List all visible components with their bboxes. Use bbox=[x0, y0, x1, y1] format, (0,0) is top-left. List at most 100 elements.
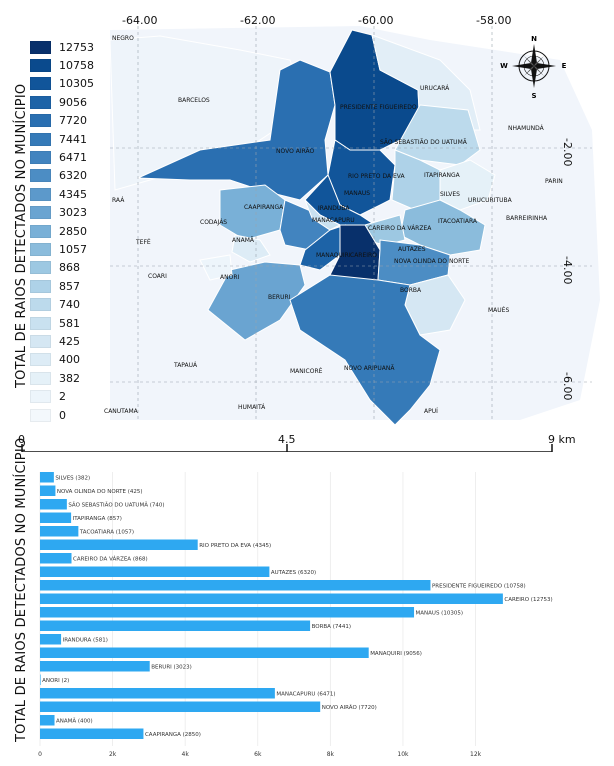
scale-bar bbox=[21, 444, 553, 452]
legend-label: 400 bbox=[59, 353, 80, 367]
legend-swatch bbox=[30, 261, 51, 275]
bar-label: ANAMÃ (400) bbox=[56, 717, 93, 724]
label-manaus: MANAUS bbox=[344, 190, 370, 197]
label-borba: BORBA bbox=[400, 287, 422, 294]
bar bbox=[40, 661, 150, 672]
legend-label: 2 bbox=[59, 390, 66, 404]
scale-label-end: 9 km bbox=[548, 433, 576, 446]
bar-label: AUTAZES (6320) bbox=[271, 570, 316, 576]
legend-item: 3023 bbox=[30, 204, 110, 222]
legend-swatch bbox=[30, 242, 51, 256]
bar-label: SÃO SEBASTIÃO DO UATUMÃ (740) bbox=[68, 501, 164, 508]
legend-label: 868 bbox=[59, 261, 80, 275]
bar bbox=[40, 674, 41, 685]
scale-label-0: 0 bbox=[18, 433, 25, 446]
place-labels: NEGRO BARCELOS NOVO AIRÃO PRESIDENTE FIG… bbox=[104, 35, 563, 415]
legend-swatch bbox=[30, 169, 51, 183]
map-legend: 12753 10758 10305 9056 7720 7441 6471 6320 4345 3… bbox=[30, 38, 110, 424]
legend-item: 581 bbox=[30, 314, 110, 332]
legend-label: 10758 bbox=[59, 59, 94, 73]
legend-item: 10758 bbox=[30, 56, 110, 74]
legend-swatch bbox=[30, 40, 51, 54]
map-panel: NEGRO BARCELOS NOVO AIRÃO PRESIDENTE FIG… bbox=[14, 14, 600, 452]
legend-item: 2850 bbox=[30, 222, 110, 240]
choropleth-map: NEGRO BARCELOS NOVO AIRÃO PRESIDENTE FIG… bbox=[21, 20, 600, 452]
bar bbox=[40, 499, 67, 510]
bar bbox=[40, 647, 369, 658]
bar bbox=[40, 593, 503, 604]
bar bbox=[40, 580, 431, 591]
legend-label: 6320 bbox=[59, 169, 87, 183]
legend-item: 10305 bbox=[30, 75, 110, 93]
region-anori bbox=[199, 254, 233, 281]
compass-rose-icon: N S E W bbox=[500, 35, 566, 100]
label-coari: COARI bbox=[148, 273, 167, 280]
legend-item: 425 bbox=[30, 332, 110, 350]
top-tick-1: -64.00 bbox=[122, 14, 158, 27]
bar-label: BERURI (3023) bbox=[151, 664, 192, 670]
x-tick-label: 8k bbox=[327, 751, 335, 758]
label-iranduba: IRANDUBA bbox=[318, 205, 350, 212]
scale-label-mid: 4.5 bbox=[278, 433, 296, 446]
legend-label: 857 bbox=[59, 279, 80, 293]
bar-label: BORBA (7441) bbox=[312, 624, 351, 630]
label-barreirinha: BARREIRINHA bbox=[506, 215, 548, 222]
compass-e: E bbox=[562, 62, 567, 70]
legend-swatch bbox=[30, 77, 51, 91]
bar-label: MANAQUIRI (9056) bbox=[370, 651, 422, 657]
x-tick-label: 4k bbox=[182, 751, 190, 758]
bar bbox=[40, 512, 72, 523]
legend-label: 7441 bbox=[59, 132, 87, 146]
bar-label: RIO PRETO DA EVA (4345) bbox=[199, 543, 271, 549]
label-humaita: HUMAITÁ bbox=[238, 404, 266, 411]
legend-label: 1057 bbox=[59, 242, 87, 256]
bar-label: PRESIDENTE FIGUEIREDO (10758) bbox=[432, 583, 526, 589]
x-tick-label: 0 bbox=[38, 751, 42, 758]
bar-label: IRANDURA (581) bbox=[63, 637, 108, 643]
legend-item: 382 bbox=[30, 369, 110, 387]
legend-swatch bbox=[30, 206, 51, 220]
legend-label: 425 bbox=[59, 334, 80, 348]
label-barcelos: BARCELOS bbox=[178, 97, 210, 104]
region-novo-airao bbox=[137, 59, 336, 201]
top-tick-3: -60.00 bbox=[358, 14, 394, 27]
legend-label: 12753 bbox=[59, 40, 94, 54]
legend-swatch bbox=[30, 279, 51, 293]
label-silves: SILVES bbox=[440, 191, 460, 198]
x-tick-label: 6k bbox=[254, 751, 262, 758]
bar bbox=[40, 472, 54, 483]
legend-item: 2 bbox=[30, 387, 110, 405]
legend-label: 4345 bbox=[59, 187, 87, 201]
label-nova-olinda: NOVA OLINDA DO NORTE bbox=[394, 258, 470, 265]
right-tick-1: -2.00 bbox=[561, 138, 574, 167]
legend-swatch bbox=[30, 59, 51, 73]
legend-swatch bbox=[30, 334, 51, 348]
legend-item: 12753 bbox=[30, 38, 110, 56]
compass-w: W bbox=[500, 62, 508, 70]
label-apui: APUÍ bbox=[424, 408, 438, 415]
bar-label: SILVES (382) bbox=[55, 475, 90, 481]
label-novo-airao: NOVO AIRÃO bbox=[276, 148, 315, 155]
bar bbox=[40, 607, 415, 618]
legend-item: 857 bbox=[30, 277, 110, 295]
bar bbox=[40, 526, 79, 537]
legend-swatch bbox=[30, 390, 51, 404]
label-careiro-varzea: CAREIRO DA VÁRZEA bbox=[368, 225, 432, 232]
x-tick-label: 2k bbox=[109, 751, 117, 758]
bar bbox=[40, 553, 72, 564]
x-tick-label: 10k bbox=[397, 751, 409, 758]
bar bbox=[40, 620, 311, 631]
legend-label: 382 bbox=[59, 371, 80, 385]
label-anama: ANAMÃ bbox=[232, 237, 255, 244]
legend-swatch bbox=[30, 132, 51, 146]
label-canutama: CANUTAMA bbox=[104, 408, 139, 415]
graticule bbox=[110, 20, 592, 420]
label-itacoatiara: ITACOATIARA bbox=[438, 218, 478, 225]
region-beruri bbox=[207, 261, 306, 341]
label-manaquiri: MANAQUIRI bbox=[316, 252, 351, 259]
legend-item: 4345 bbox=[30, 185, 110, 203]
bar-label: NOVA OLINDA DO NORTE (425) bbox=[57, 489, 143, 495]
bar bbox=[40, 688, 275, 699]
bar-label: ANORI (2) bbox=[42, 678, 69, 684]
label-codajas: CODAJÁS bbox=[200, 219, 227, 226]
